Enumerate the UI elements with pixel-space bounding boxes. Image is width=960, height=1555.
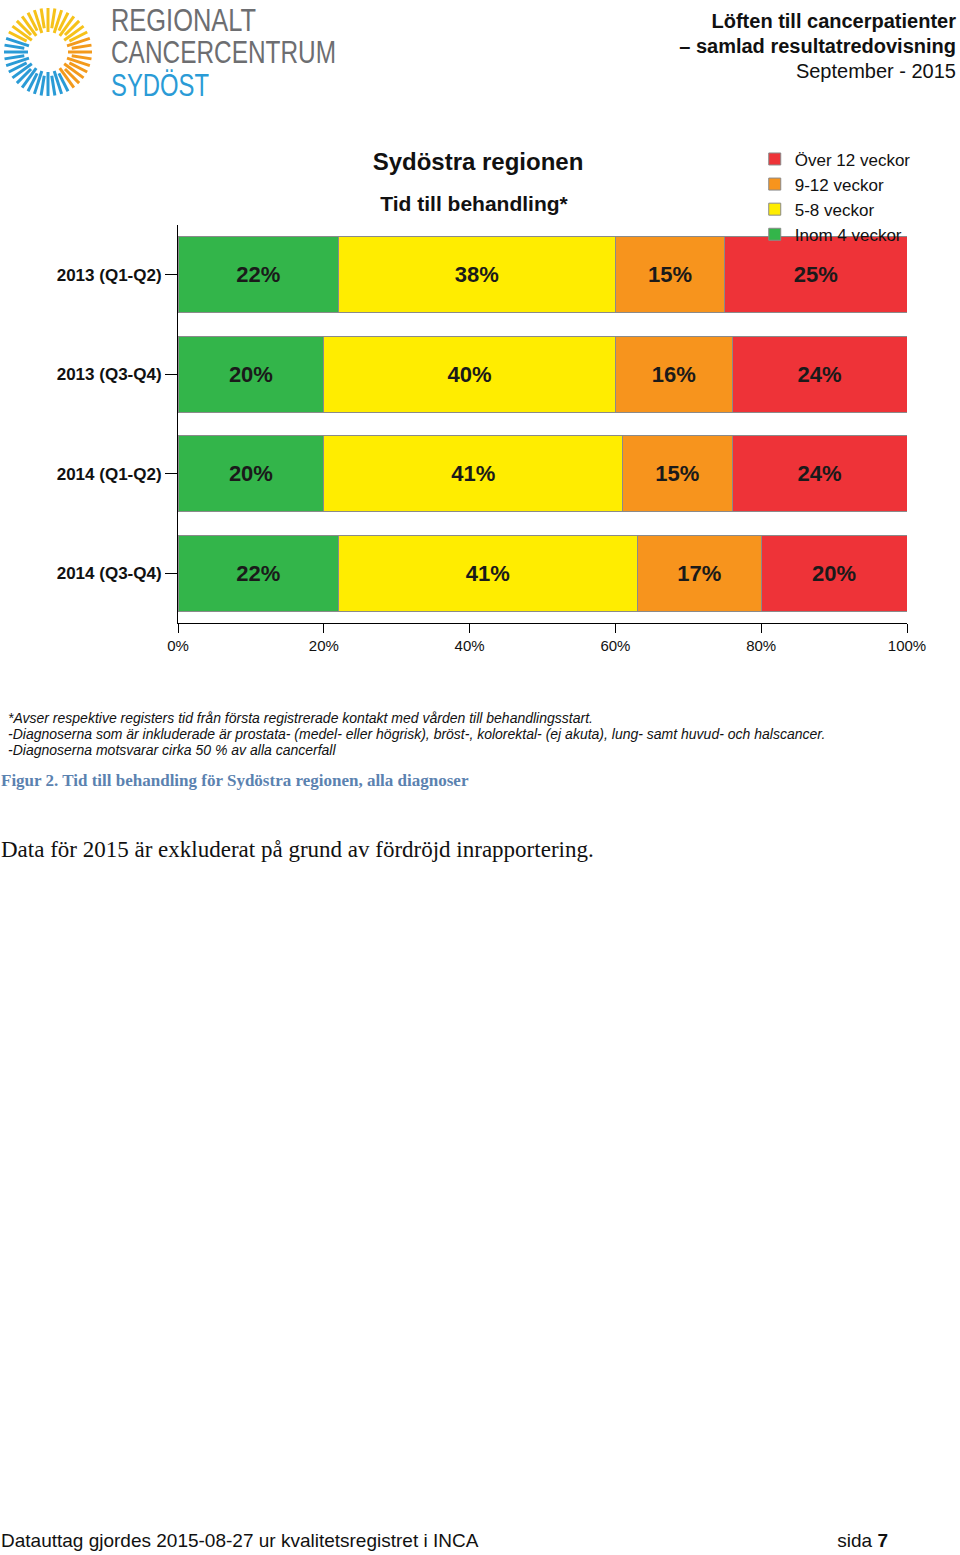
svg-text:9-12 veckor: 9-12 veckor — [795, 176, 884, 195]
html-text:Löften till cancerpatienter: Löften till cancerpatienter — [711, 10, 956, 32]
svg-text:CANCERCENTRUM: CANCERCENTRUM — [111, 35, 336, 70]
html-text:sida 7: sida 7 — [837, 1530, 888, 1551]
svg-text:41%: 41% — [451, 461, 495, 486]
svg-text:22%: 22% — [236, 262, 280, 287]
svg-text:17%: 17% — [677, 561, 721, 586]
svg-text:20%: 20% — [309, 637, 339, 654]
html-text:Tid till behandling*: Tid till behandling* — [380, 192, 568, 215]
svg-text:0%: 0% — [167, 637, 189, 654]
html-text:Sydöstra regionen: Sydöstra regionen — [372, 148, 584, 175]
svg-text:40%: 40% — [455, 637, 485, 654]
svg-text:16%: 16% — [652, 362, 696, 387]
svg-text:40%: 40% — [448, 362, 492, 387]
html-text:*Avser respektive registers ti: *Avser respektive registers tid från för… — [8, 710, 593, 726]
html-text:Datauttag gjordes 2015-08-27 u: Datauttag gjordes 2015-08-27 ur kvalitet… — [1, 1530, 479, 1551]
svg-text:2013 (Q1-Q2): 2013 (Q1-Q2) — [57, 266, 162, 285]
svg-text:2014 (Q3-Q4): 2014 (Q3-Q4) — [57, 564, 162, 583]
svg-text:2014 (Q1-Q2): 2014 (Q1-Q2) — [57, 465, 162, 484]
svg-text:15%: 15% — [648, 262, 692, 287]
svg-text:2013 (Q3-Q4): 2013 (Q3-Q4) — [57, 365, 162, 384]
svg-text:15%: 15% — [655, 461, 699, 486]
svg-text:38%: 38% — [455, 262, 499, 287]
html-text:-Diagnoserna motsvarar cirka 5: -Diagnoserna motsvarar cirka 50 % av all… — [8, 742, 336, 758]
svg-text:20%: 20% — [812, 561, 856, 586]
svg-text:REGIONALT: REGIONALT — [111, 3, 256, 38]
html-text:– samlad resultatredovisning: – samlad resultatredovisning — [679, 35, 956, 57]
html-text:Data för 2015 är exkluderat på: Data för 2015 är exkluderat på grund av … — [1, 837, 594, 862]
svg-text:41%: 41% — [466, 561, 510, 586]
html-text:-Diagnoserna som är inkluderad: -Diagnoserna som är inkluderade är prost… — [8, 726, 826, 742]
svg-text:24%: 24% — [797, 362, 841, 387]
svg-text:5-8 veckor: 5-8 veckor — [795, 201, 875, 220]
svg-text:20%: 20% — [229, 362, 273, 387]
svg-text:80%: 80% — [746, 637, 776, 654]
svg-text:Över 12 veckor: Över 12 veckor — [795, 151, 911, 170]
html-text:September - 2015: September - 2015 — [795, 60, 956, 82]
html-text:Figur 2. Tid till behandling f: Figur 2. Tid till behandling för Sydöstr… — [1, 771, 469, 790]
svg-text:100%: 100% — [888, 637, 926, 654]
svg-text:24%: 24% — [797, 461, 841, 486]
svg-text:Inom 4 veckor: Inom 4 veckor — [795, 226, 902, 245]
svg-text:22%: 22% — [236, 561, 280, 586]
svg-text:25%: 25% — [794, 262, 838, 287]
svg-text:60%: 60% — [600, 637, 630, 654]
svg-text:SYDÖST: SYDÖST — [111, 68, 209, 103]
svg-text:20%: 20% — [229, 461, 273, 486]
